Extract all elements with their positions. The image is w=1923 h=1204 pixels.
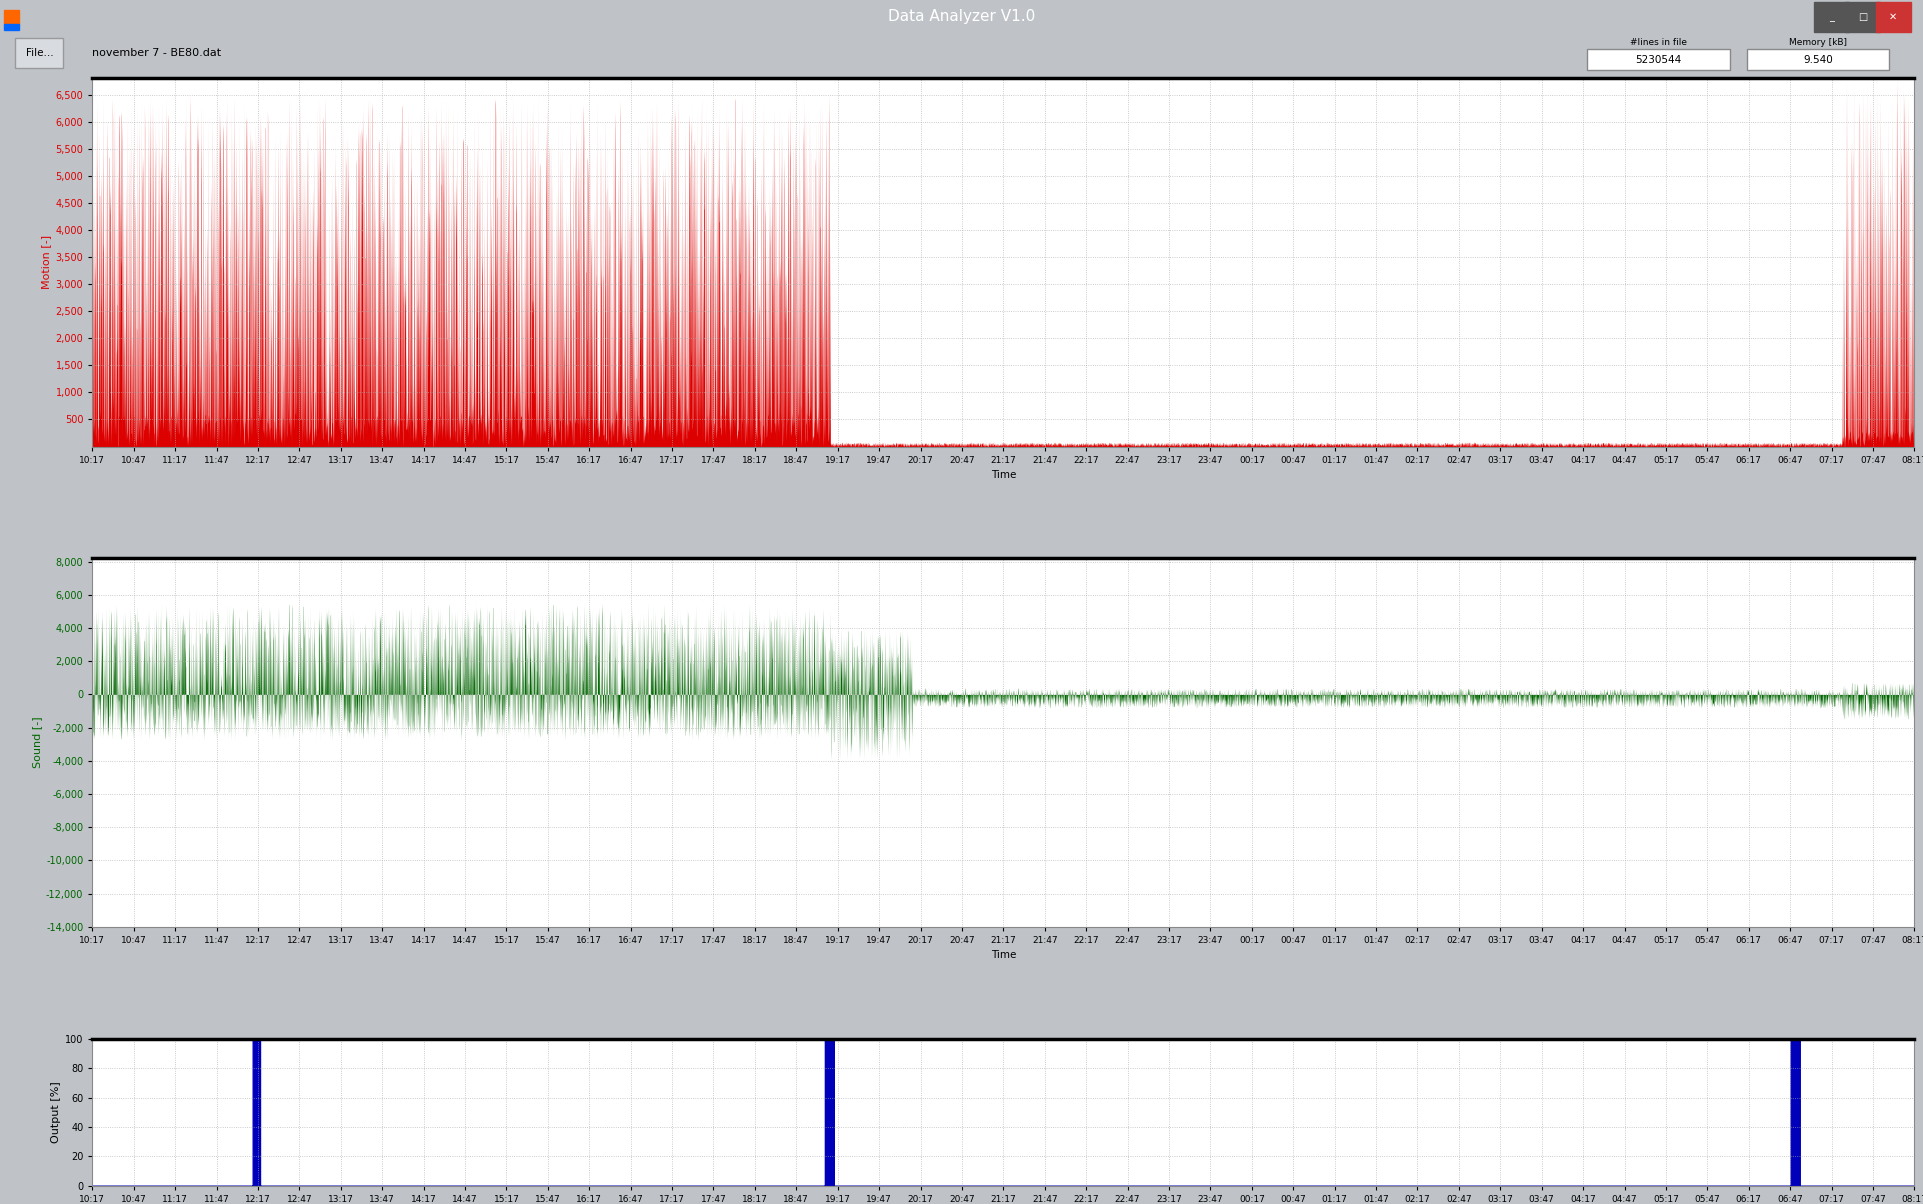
Y-axis label: Motion [-]: Motion [-] xyxy=(40,235,52,289)
X-axis label: Time: Time xyxy=(990,470,1015,480)
Text: 5230544: 5230544 xyxy=(1635,55,1681,65)
Bar xyxy=(1844,1,1879,33)
X-axis label: Time: Time xyxy=(990,950,1015,961)
Y-axis label: Sound [-]: Sound [-] xyxy=(33,716,42,768)
Text: □: □ xyxy=(1858,12,1865,22)
Text: #lines in file: #lines in file xyxy=(1629,37,1686,47)
Bar xyxy=(4,24,19,30)
Text: Memory [kB]: Memory [kB] xyxy=(1788,37,1846,47)
Text: Data Analyzer V1.0: Data Analyzer V1.0 xyxy=(888,10,1035,24)
FancyBboxPatch shape xyxy=(15,37,63,69)
Bar xyxy=(4,10,19,24)
Text: november 7 - BE80.dat: november 7 - BE80.dat xyxy=(92,48,221,58)
Text: ✕: ✕ xyxy=(1888,12,1896,22)
Text: 9.540: 9.540 xyxy=(1802,55,1833,65)
Bar xyxy=(1813,1,1848,33)
Y-axis label: Output [%]: Output [%] xyxy=(50,1081,62,1143)
FancyBboxPatch shape xyxy=(1586,49,1729,70)
Bar xyxy=(1875,1,1910,33)
Text: _: _ xyxy=(1829,12,1833,22)
Text: File...: File... xyxy=(25,48,54,58)
FancyBboxPatch shape xyxy=(1746,49,1888,70)
